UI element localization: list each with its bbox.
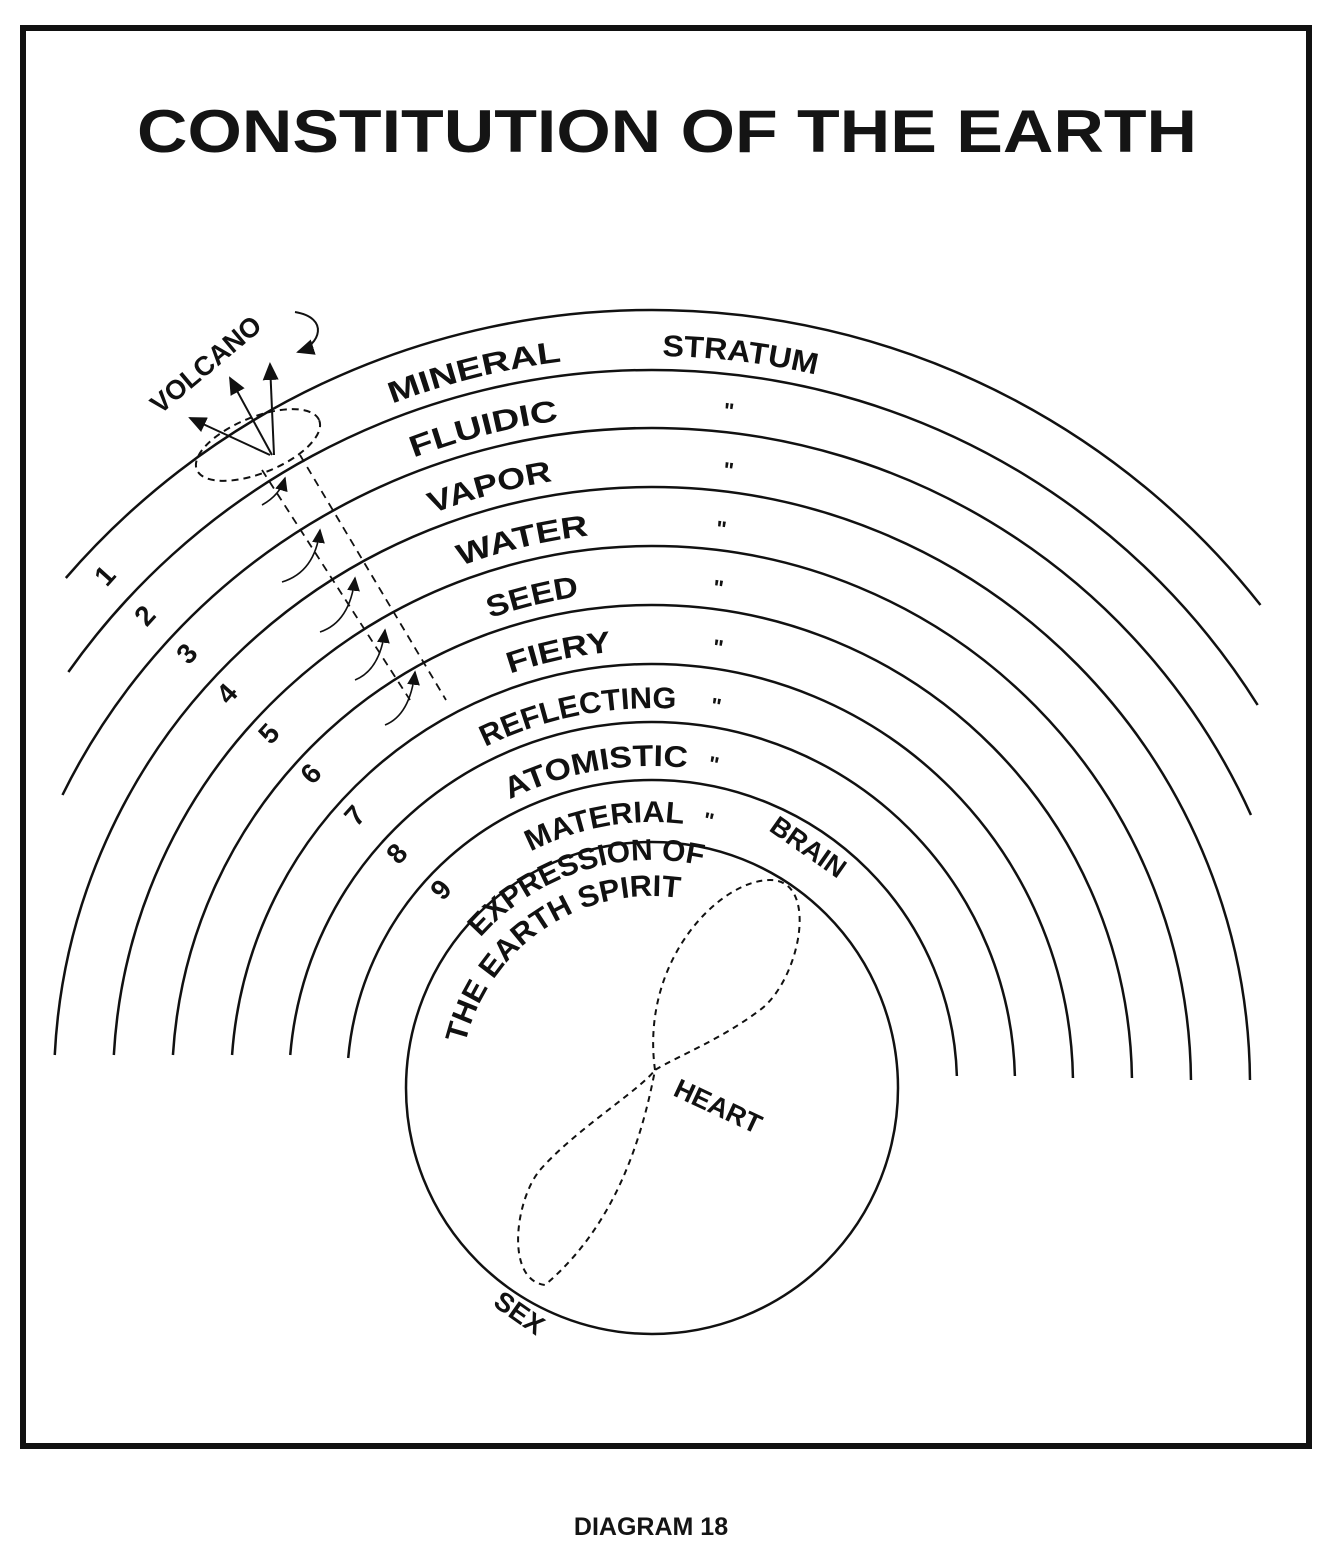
stratum-number: 2 [128, 599, 161, 631]
expression-line2-text: THE EARTH SPIRIT [440, 870, 682, 1046]
strata-arcs [53, 308, 1262, 1081]
ditto-mark: " [701, 807, 716, 834]
ditto-mark: " [722, 457, 735, 483]
eruption-arrow [229, 376, 273, 456]
rising-arrow-icon [281, 528, 325, 583]
volcano-label: VOLCANO [145, 310, 268, 420]
stratum-arc [112, 544, 1193, 1081]
volcano-vent-ellipse [194, 408, 322, 482]
stratum-arc [171, 603, 1134, 1079]
spirit-figure-eight-dashed [517, 878, 801, 1287]
rising-arrow-icon [354, 628, 390, 681]
rising-arrow-icon [384, 670, 420, 726]
stratum-suffix-label: STRATUM [662, 330, 821, 381]
heart-label: HEART [669, 1073, 766, 1140]
stratum-number: 9 [424, 873, 457, 905]
stratum-number: 3 [170, 637, 203, 669]
ditto-mark: " [715, 516, 728, 542]
ditto-mark: " [711, 575, 725, 601]
eruption-arrow [188, 417, 271, 456]
frame-border [20, 25, 1312, 1449]
stratum-name-fiery: FIERY [502, 626, 612, 680]
stratum-arc [61, 426, 1253, 816]
eruption-arrow [262, 362, 279, 456]
stratum-number: 7 [338, 799, 371, 831]
stratum-number: 6 [294, 757, 327, 789]
rising-arrow-icon [319, 576, 360, 633]
earth-core-circle [404, 840, 900, 1336]
stratum-arc [346, 778, 959, 1077]
vent-channel-dashed-line [261, 469, 411, 701]
diagram-caption: DIAGRAM 18 [574, 1513, 728, 1541]
stratum-name-seed: SEED [482, 571, 580, 625]
ditto-mark: " [722, 398, 735, 424]
sex-label: SEX [489, 1285, 550, 1341]
diagram-title: CONSTITUTION OF THE EARTH [137, 98, 1197, 165]
stratum-arc [67, 368, 1259, 706]
stratum-number: 1 [88, 559, 121, 591]
stratum-number: 5 [252, 717, 285, 749]
stratum-arc [53, 485, 1252, 1081]
stratum-arc [288, 720, 1017, 1077]
vent-channel-dashed-line [299, 454, 447, 701]
stratum-arc [64, 308, 1262, 606]
brain-label: BRAIN [765, 810, 852, 884]
ditto-mark: " [709, 693, 723, 719]
circulation-arrow-icon [294, 311, 319, 355]
ditto-mark: " [711, 634, 725, 660]
stratum-number: 4 [210, 677, 244, 710]
stratum-name-atomistic: ATOMISTIC [499, 740, 689, 806]
rising-arrow-icon [261, 476, 288, 506]
ditto-mark: " [706, 751, 721, 778]
stratum-arc [230, 662, 1075, 1079]
stratum-number: 8 [380, 837, 413, 869]
